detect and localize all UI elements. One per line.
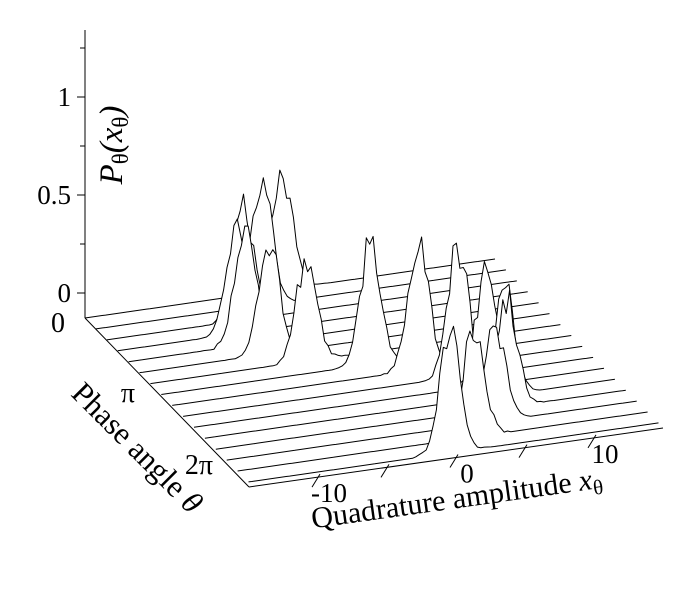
- waterfall-trace-11: [204, 283, 615, 439]
- x-axis-tick: [311, 473, 321, 488]
- x-axis-tick: [380, 464, 390, 478]
- p-axis-label: Pθ​(xθ​): [94, 106, 133, 186]
- waterfall-trace-0: [84, 169, 496, 319]
- theta-axis-line: [84, 317, 250, 488]
- p-axis-tick-label: 0: [58, 278, 72, 308]
- theta-axis-tick-label-π: π: [121, 378, 135, 409]
- x-axis-tick: [587, 434, 597, 449]
- x-axis-tick-label: 0: [460, 459, 474, 489]
- p-axis-tick-label: 1: [58, 82, 72, 112]
- x-axis-tick-label: 10: [592, 439, 619, 469]
- p-axis-tick-label: 0.5: [37, 180, 71, 210]
- theta-axis-tick-label-2π: 2π: [185, 450, 213, 481]
- waterfall-trace-9: [183, 242, 594, 417]
- waterfall-trace-10: [193, 261, 605, 428]
- x-axis-tick: [449, 454, 459, 468]
- x-axis-tick: [518, 444, 528, 458]
- waterfall-trace-12: [215, 289, 626, 450]
- theta-axis-tick-label-0: 0: [51, 308, 65, 339]
- waterfall-trace-15: [248, 325, 659, 483]
- x-axis-tick-label: -10: [311, 478, 347, 508]
